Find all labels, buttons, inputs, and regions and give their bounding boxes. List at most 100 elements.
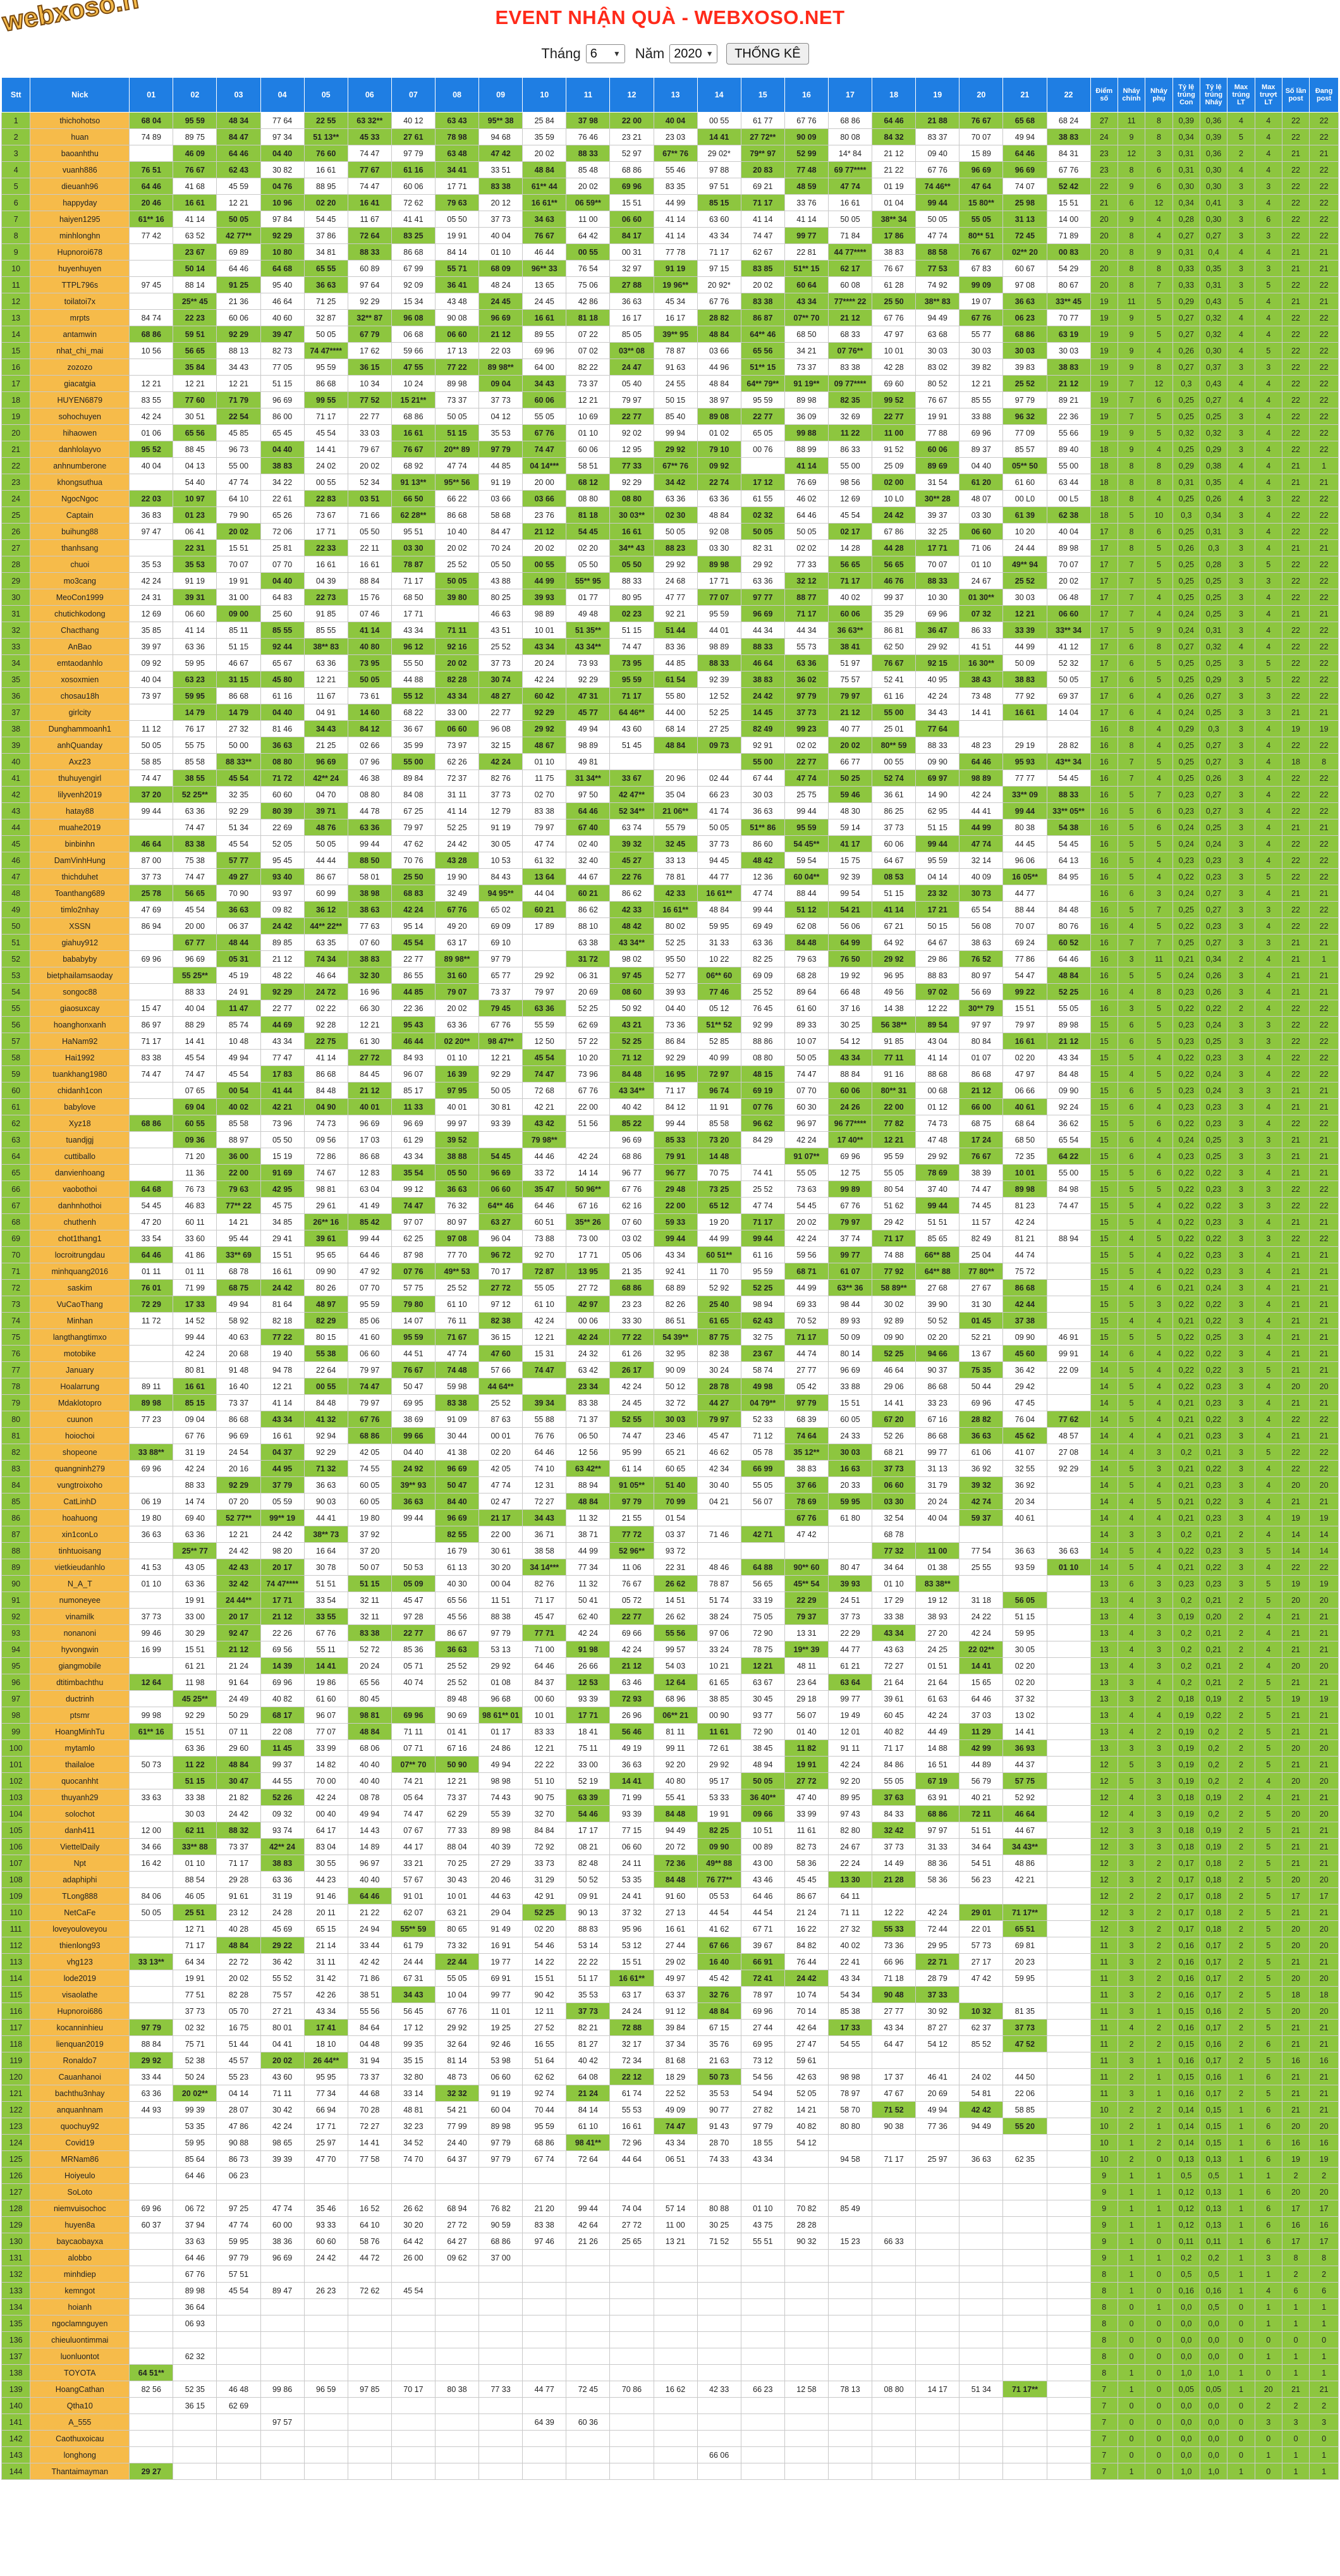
player-nick[interactable]: tinhtuoisang <box>30 1542 130 1559</box>
player-nick[interactable]: TLong888 <box>30 1887 130 1904</box>
player-nick[interactable]: thichduhet <box>30 868 130 885</box>
year-select[interactable]: 2020 ▼ <box>669 44 718 63</box>
player-nick[interactable]: hihaowen <box>30 424 130 441</box>
player-nick[interactable]: thichohotso <box>30 112 130 129</box>
player-nick[interactable]: xin1conLo <box>30 1526 130 1543</box>
player-nick[interactable]: minhdiep <box>30 2266 130 2283</box>
player-nick[interactable]: XSSN <box>30 917 130 935</box>
player-nick[interactable]: alobbo <box>30 2249 130 2266</box>
player-nick[interactable]: babylove <box>30 1098 130 1115</box>
player-nick[interactable]: haiyen1295 <box>30 211 130 228</box>
player-nick[interactable]: huyenhuyen <box>30 260 130 277</box>
player-nick[interactable]: mrpts <box>30 309 130 326</box>
player-nick[interactable]: Hoalarrung <box>30 1378 130 1395</box>
player-nick[interactable]: minhquang2016 <box>30 1263 130 1280</box>
player-nick[interactable]: visaolathe <box>30 1986 130 2003</box>
statistics-button[interactable]: THỐNG KÊ <box>726 43 809 64</box>
player-nick[interactable]: numoneyee <box>30 1592 130 1609</box>
player-nick[interactable]: huyen8a <box>30 2216 130 2233</box>
player-nick[interactable]: chot1thang1 <box>30 1230 130 1247</box>
player-nick[interactable]: quangninh279 <box>30 1460 130 1477</box>
player-nick[interactable]: motobike <box>30 1345 130 1362</box>
player-nick[interactable]: timlo2nhay <box>30 901 130 918</box>
player-nick[interactable]: vungtroixoho <box>30 1476 130 1493</box>
player-nick[interactable]: longhong <box>30 2446 130 2463</box>
player-nick[interactable]: quocanhht <box>30 1772 130 1789</box>
player-nick[interactable]: thuyanh29 <box>30 1789 130 1806</box>
player-nick[interactable]: loveyouloveyou <box>30 1920 130 1937</box>
player-nick[interactable]: giangmobile <box>30 1657 130 1674</box>
player-nick[interactable]: Cauanhanoi <box>30 2068 130 2085</box>
player-nick[interactable]: happyday <box>30 194 130 211</box>
player-nick[interactable]: solochot <box>30 1805 130 1822</box>
player-nick[interactable]: dieuanh96 <box>30 178 130 195</box>
player-nick[interactable]: girlcity <box>30 704 130 721</box>
player-nick[interactable]: chuthenh <box>30 1213 130 1230</box>
player-nick[interactable]: hoiochoi <box>30 1427 130 1444</box>
player-nick[interactable]: hoanghonxanh <box>30 1016 130 1033</box>
player-nick[interactable]: NgocNgoc <box>30 490 130 507</box>
player-nick[interactable]: ViettelDaily <box>30 1838 130 1855</box>
player-nick[interactable]: anhQuanday <box>30 737 130 754</box>
player-nick[interactable]: TTPL796s <box>30 276 130 293</box>
player-nick[interactable]: tuankhang1980 <box>30 1065 130 1083</box>
player-nick[interactable]: nhat_chi_mai <box>30 342 130 359</box>
player-nick[interactable]: kocanninhieu <box>30 2019 130 2036</box>
player-nick[interactable]: anquanhnam <box>30 2101 130 2118</box>
player-nick[interactable]: VuCaoThang <box>30 1296 130 1313</box>
player-nick[interactable]: cuttiballo <box>30 1148 130 1165</box>
player-nick[interactable]: cuunon <box>30 1411 130 1428</box>
player-nick[interactable]: HoangCathan <box>30 2381 130 2398</box>
player-nick[interactable]: vaobothoi <box>30 1181 130 1198</box>
player-nick[interactable]: HUYEN6879 <box>30 391 130 408</box>
player-nick[interactable]: lilyvenh2019 <box>30 786 130 803</box>
player-nick[interactable]: N_A_T <box>30 1575 130 1592</box>
player-nick[interactable]: tuandjgj <box>30 1131 130 1148</box>
player-nick[interactable]: ngoclamnguyen <box>30 2315 130 2332</box>
player-nick[interactable]: Axz23 <box>30 753 130 770</box>
player-nick[interactable]: vhg123 <box>30 1953 130 1970</box>
player-nick[interactable]: AnBao <box>30 638 130 655</box>
player-nick[interactable]: mo3cang <box>30 572 130 589</box>
player-nick[interactable]: chosau18h <box>30 687 130 704</box>
player-nick[interactable]: TOYOTA <box>30 2364 130 2381</box>
player-nick[interactable]: emtaodanhlo <box>30 654 130 672</box>
player-nick[interactable]: hoianh <box>30 2298 130 2315</box>
player-nick[interactable]: zozozo <box>30 359 130 376</box>
player-nick[interactable]: Hupnoroi686 <box>30 2003 130 2020</box>
player-nick[interactable]: nonanoni <box>30 1624 130 1641</box>
player-nick[interactable]: antamwin <box>30 326 130 343</box>
player-nick[interactable]: Thantaimayman <box>30 2463 130 2480</box>
player-nick[interactable]: thienlong93 <box>30 1937 130 1954</box>
player-nick[interactable]: hyvongwin <box>30 1641 130 1658</box>
player-nick[interactable]: vietkieudanhlo <box>30 1559 130 1576</box>
player-nick[interactable]: saskim <box>30 1279 130 1296</box>
player-nick[interactable]: chidanh1con <box>30 1082 130 1099</box>
player-nick[interactable]: xosoxmien <box>30 671 130 688</box>
player-nick[interactable]: dtitimbachthu <box>30 1674 130 1691</box>
player-nick[interactable]: vuanh886 <box>30 161 130 178</box>
player-nick[interactable]: hoahuong <box>30 1509 130 1526</box>
player-nick[interactable]: huan <box>30 128 130 145</box>
player-nick[interactable]: binbinhn <box>30 835 130 852</box>
player-nick[interactable]: lode2019 <box>30 1970 130 1987</box>
player-nick[interactable]: Qtha10 <box>30 2397 130 2414</box>
player-nick[interactable]: Captain <box>30 506 130 524</box>
player-nick[interactable]: bietphailamsaoday <box>30 967 130 984</box>
player-nick[interactable]: sohochuyen <box>30 408 130 425</box>
player-nick[interactable]: adaphiphi <box>30 1871 130 1888</box>
player-nick[interactable]: Chacthang <box>30 622 130 639</box>
player-nick[interactable]: thailaloe <box>30 1756 130 1773</box>
player-nick[interactable]: baycaobayxa <box>30 2233 130 2250</box>
player-nick[interactable]: Hoiyeulo <box>30 2167 130 2184</box>
player-nick[interactable]: muahe2019 <box>30 819 130 836</box>
player-nick[interactable]: baoanhthu <box>30 145 130 162</box>
player-nick[interactable]: Npt <box>30 1855 130 1872</box>
player-nick[interactable]: January <box>30 1361 130 1378</box>
player-nick[interactable]: langthangtimxo <box>30 1328 130 1346</box>
month-select[interactable]: 6 ▼ <box>585 44 625 63</box>
player-nick[interactable]: chuoi <box>30 556 130 573</box>
player-nick[interactable]: songoc88 <box>30 983 130 1000</box>
player-nick[interactable]: A_555 <box>30 2413 130 2431</box>
player-nick[interactable]: bababyby <box>30 950 130 967</box>
